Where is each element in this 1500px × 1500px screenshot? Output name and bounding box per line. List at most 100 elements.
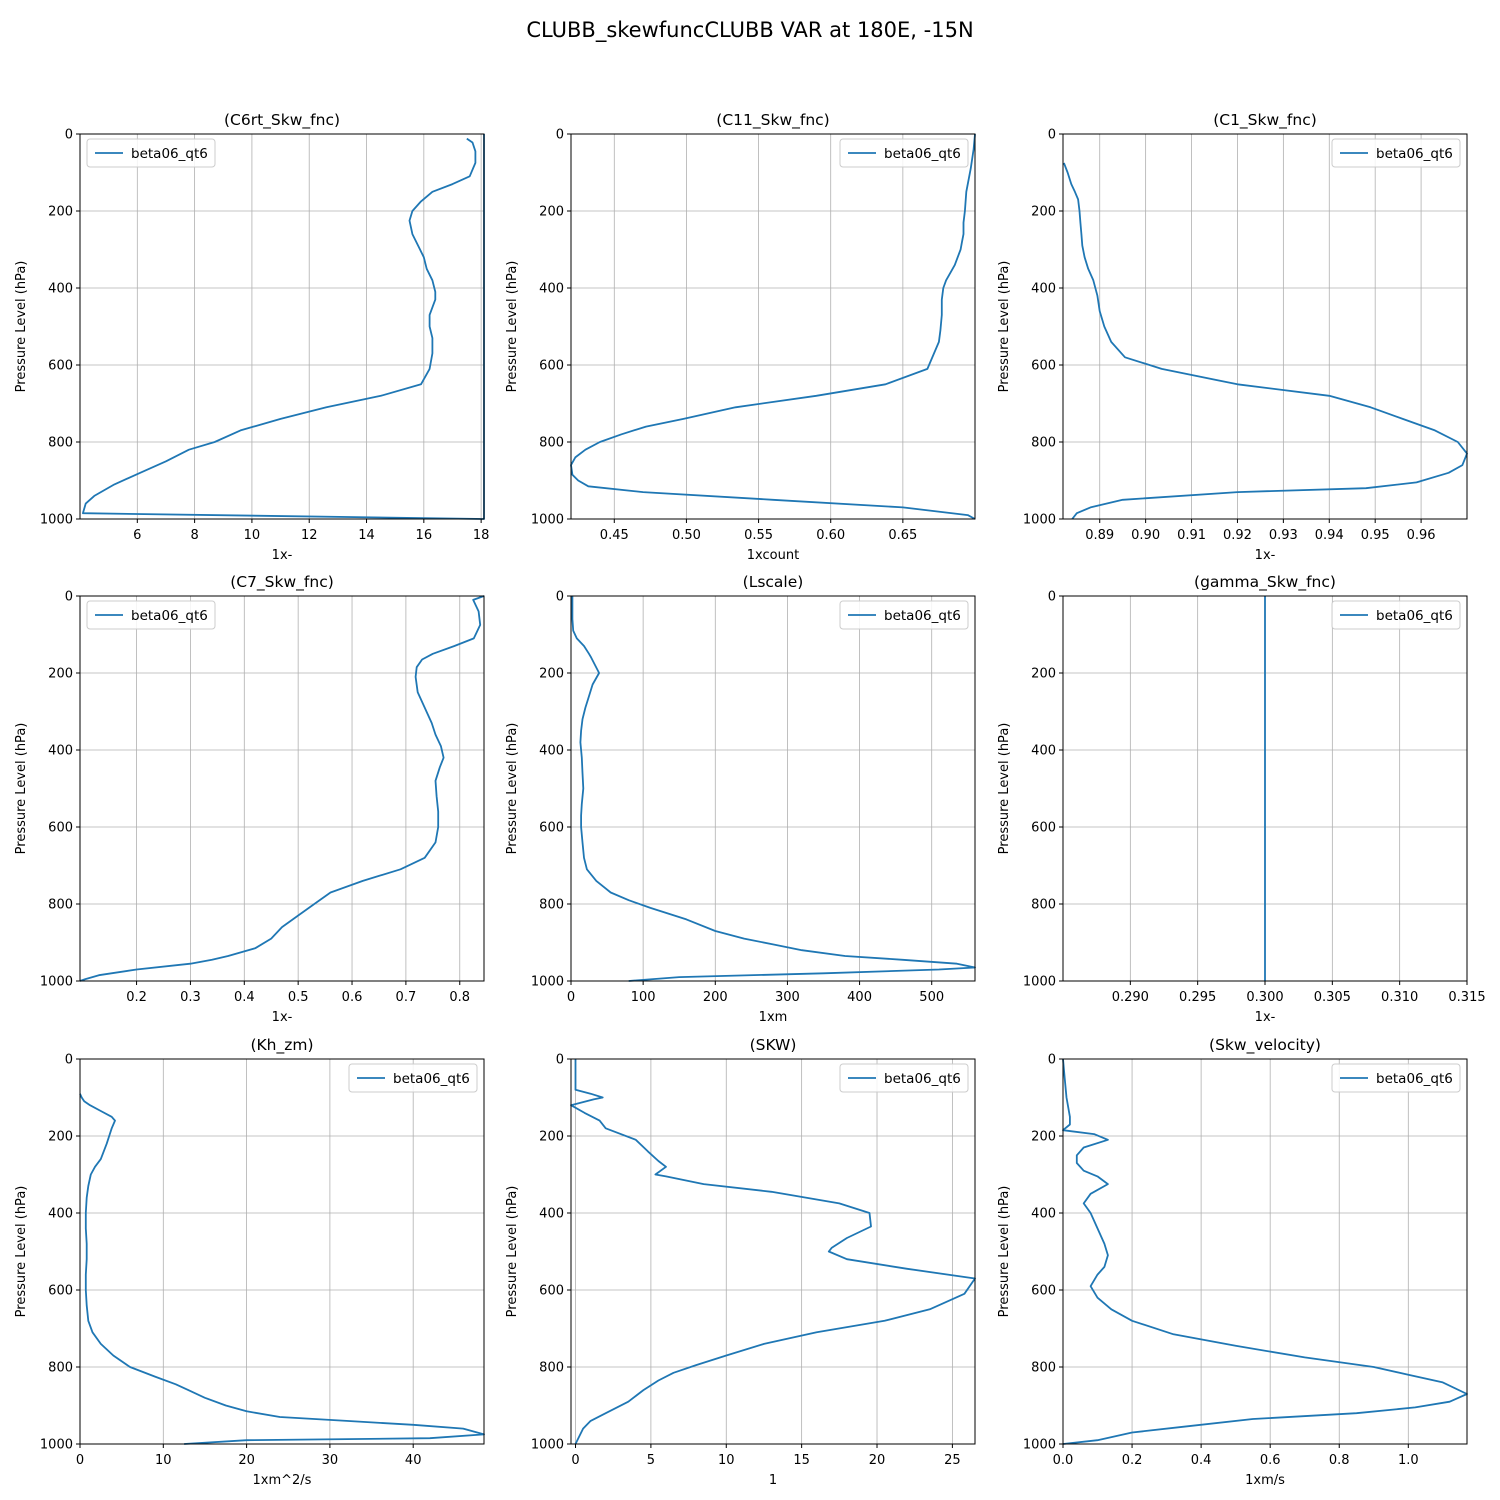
- x-axis-label: 1xm/s: [1245, 1473, 1285, 1488]
- y-axis-label: Pressure Level (hPa): [14, 723, 29, 855]
- y-tick-label: 800: [539, 898, 564, 913]
- y-tick-label: 400: [1031, 282, 1056, 297]
- y-tick-label: 600: [1031, 359, 1056, 374]
- legend-box: [839, 1063, 969, 1093]
- legend: beta06_qt6: [839, 1063, 969, 1093]
- legend-label: beta06_qt6: [884, 608, 961, 624]
- legend: beta06_qt6: [839, 138, 969, 168]
- y-tick-label: 800: [48, 436, 73, 451]
- y-tick-label: 400: [1031, 1207, 1056, 1222]
- x-tick-label: 500: [919, 990, 944, 1005]
- x-tick-label: 0.96: [1407, 528, 1436, 543]
- figure-suptitle: CLUBB_skewfuncCLUBB VAR at 180E, -15N: [526, 18, 973, 43]
- y-tick-label: 200: [48, 205, 73, 220]
- subplot-title: (C7_Skw_fnc): [230, 573, 334, 592]
- y-axis-label: Pressure Level (hPa): [14, 1186, 29, 1318]
- subplot-title: (C11_Skw_fnc): [716, 111, 829, 130]
- y-tick-label: 200: [539, 205, 564, 220]
- y-tick-label: 400: [48, 744, 73, 759]
- y-tick-label: 800: [539, 436, 564, 451]
- y-tick-label: 800: [1031, 898, 1056, 913]
- y-tick-label: 400: [48, 1207, 73, 1222]
- y-tick-label: 1000: [40, 975, 73, 990]
- y-tick-label: 600: [1031, 1284, 1056, 1299]
- y-axis-label: Pressure Level (hPa): [997, 1186, 1012, 1318]
- y-tick-label: 1000: [531, 1438, 564, 1453]
- y-tick-label: 200: [1031, 667, 1056, 682]
- x-tick-label: 0.60: [816, 528, 845, 543]
- x-tick-label: 0.4: [1191, 1453, 1212, 1468]
- x-tick-label: 0: [571, 1453, 579, 1468]
- y-tick-label: 200: [539, 1130, 564, 1145]
- y-tick-label: 1000: [1023, 1438, 1056, 1453]
- x-tick-label: 0.0: [1053, 1453, 1074, 1468]
- x-tick-label: 0.310: [1381, 990, 1418, 1005]
- legend-label: beta06_qt6: [131, 146, 208, 162]
- subplot-3: (C1_Skw_fnc) 0.89 0.90 0.91 0.92 0.93 0.94 0.95…: [997, 111, 1468, 563]
- subplot-8: (SKW) 0 5 10 15 20 25 0 200 400 600 800 1000 1 Pressur…: [505, 1036, 976, 1488]
- legend: beta06_qt6: [348, 1063, 478, 1093]
- x-tick-label: 10: [244, 528, 261, 543]
- x-axis-label: 1x-: [1255, 1010, 1276, 1025]
- y-tick-label: 0: [556, 128, 564, 143]
- axes-frame: [1062, 133, 1468, 520]
- axes-frame: [570, 1058, 976, 1445]
- series-line-beta06_qt6: [79, 1093, 485, 1445]
- x-tick-label: 0.2: [1122, 1453, 1143, 1468]
- y-tick-label: 1000: [1023, 513, 1056, 528]
- x-tick-label: 25: [944, 1453, 961, 1468]
- y-tick-label: 1000: [40, 513, 73, 528]
- legend-label: beta06_qt6: [1376, 146, 1453, 162]
- axes-frame: [1062, 1058, 1468, 1445]
- y-tick-label: 200: [48, 1130, 73, 1145]
- x-tick-label: 0.90: [1131, 528, 1160, 543]
- y-axis-label: Pressure Level (hPa): [505, 261, 520, 393]
- y-tick-label: 1000: [531, 975, 564, 990]
- x-tick-label: 0.5: [288, 990, 309, 1005]
- legend-box: [1331, 600, 1461, 630]
- x-tick-label: 400: [847, 990, 872, 1005]
- series-line-beta06_qt6: [570, 1059, 976, 1445]
- y-axis-label: Pressure Level (hPa): [505, 723, 520, 855]
- x-tick-label: 1.0: [1398, 1453, 1419, 1468]
- y-tick-label: 0: [65, 590, 73, 605]
- legend-label: beta06_qt6: [1376, 608, 1453, 624]
- legend: beta06_qt6: [1331, 138, 1461, 168]
- x-tick-label: 0.295: [1179, 990, 1216, 1005]
- y-axis-label: Pressure Level (hPa): [14, 261, 29, 393]
- series-line-beta06_qt6: [571, 596, 976, 982]
- x-tick-label: 0.8: [449, 990, 470, 1005]
- x-tick-label: 0.315: [1448, 990, 1485, 1005]
- y-tick-label: 400: [48, 282, 73, 297]
- x-tick-label: 8: [190, 528, 198, 543]
- y-tick-label: 0: [1048, 128, 1056, 143]
- legend-box: [86, 138, 216, 168]
- x-axis-label: 1x-: [272, 548, 293, 563]
- x-tick-label: 0.6: [1260, 1453, 1281, 1468]
- y-tick-label: 400: [539, 282, 564, 297]
- x-tick-label: 30: [322, 1453, 339, 1468]
- y-tick-label: 400: [539, 744, 564, 759]
- subplot-7: (Kh_zm)0 10 20 30 40020040060080010001xm^2/s…: [14, 1036, 485, 1488]
- y-tick-label: 600: [48, 359, 73, 374]
- x-tick-label: 0.290: [1112, 990, 1149, 1005]
- x-tick-label: 0: [76, 1453, 84, 1468]
- subplot-title: (Lscale): [743, 573, 804, 591]
- x-axis-label: 1xm^2/s: [253, 1473, 312, 1488]
- legend-label: beta06_qt6: [393, 1071, 470, 1087]
- y-tick-label: 200: [539, 667, 564, 682]
- y-tick-label: 800: [48, 1361, 73, 1376]
- y-axis-label: Pressure Level (hPa): [997, 723, 1012, 855]
- legend-box: [1331, 138, 1461, 168]
- y-tick-label: 200: [48, 667, 73, 682]
- x-tick-label: 0.95: [1361, 528, 1390, 543]
- y-tick-label: 1000: [40, 1438, 73, 1453]
- x-tick-label: 14: [358, 528, 375, 543]
- y-tick-label: 600: [48, 1284, 73, 1299]
- x-tick-label: 0.89: [1085, 528, 1114, 543]
- x-tick-label: 20: [869, 1453, 886, 1468]
- y-tick-label: 1000: [531, 513, 564, 528]
- y-tick-label: 400: [1031, 744, 1056, 759]
- x-tick-label: 18: [473, 528, 490, 543]
- x-tick-label: 0.7: [396, 990, 417, 1005]
